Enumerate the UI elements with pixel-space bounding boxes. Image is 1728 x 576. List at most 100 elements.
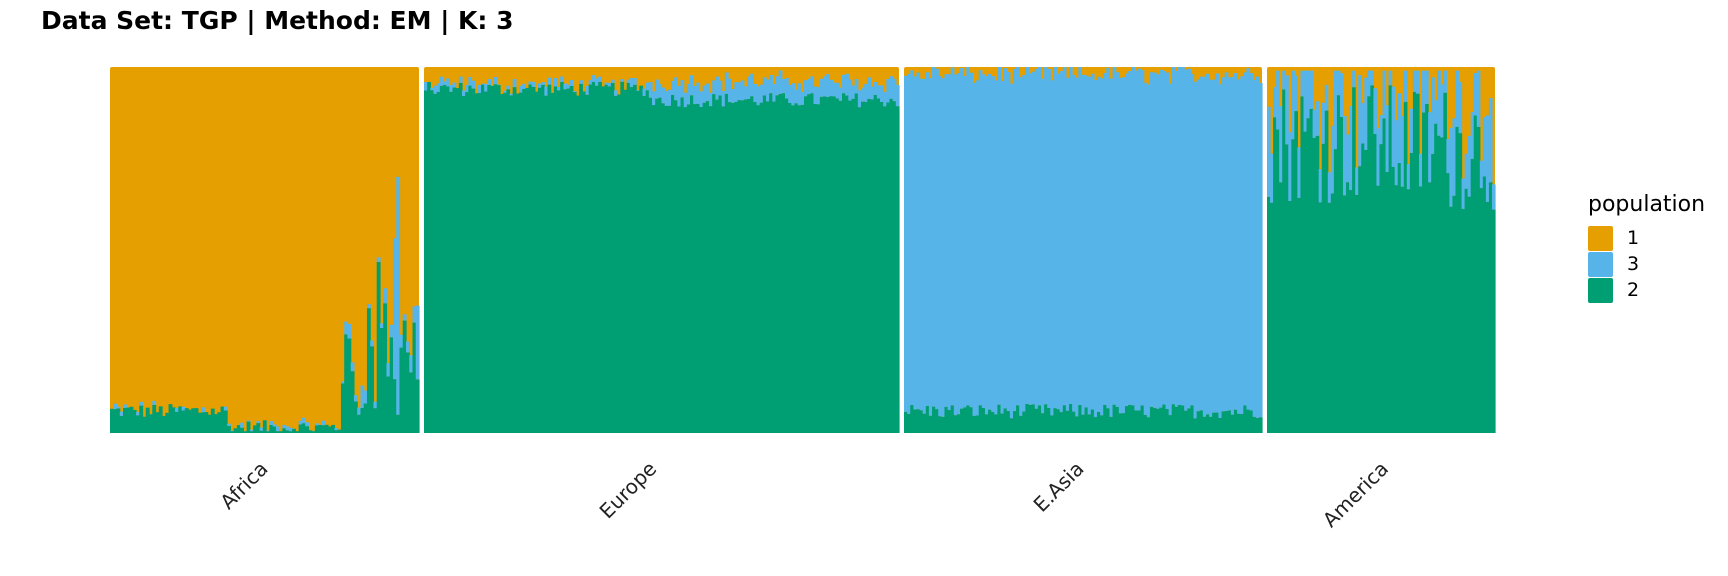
bar-comp2 [1078,405,1083,433]
bar-comp2 [370,346,375,433]
bar-comp2 [674,100,678,433]
x-tick-label: America [1318,457,1393,532]
bar-comp2 [132,409,137,433]
bar-comp3 [399,334,404,348]
bar-comp3 [1075,77,1079,417]
bar-comp2 [854,93,859,434]
bar-comp3 [1422,70,1426,113]
bar-comp3 [944,74,949,407]
bar-comp2 [1137,410,1142,433]
bar-comp3 [772,84,777,102]
bar-comp2 [1476,126,1481,433]
bar-comp2 [626,82,631,434]
bar-comp2 [1050,415,1055,433]
bar-comp2 [340,383,345,433]
bar-comp3 [913,76,918,410]
bar-comp2 [386,376,391,433]
bar-comp2 [870,99,875,434]
bar-comp2 [1434,123,1438,433]
bar-comp3 [994,80,998,415]
bar-comp2 [379,328,384,433]
bar-comp3 [379,323,384,329]
bar-comp2 [1103,404,1107,433]
bar-comp2 [1391,166,1396,433]
bar-comp2 [572,92,577,433]
bar-comp2 [947,410,952,433]
bar-comp3 [626,79,631,83]
bar-comp2 [1059,412,1064,433]
facet-america [1267,67,1496,434]
bar-comp2 [1040,413,1045,433]
bar-comp3 [1240,76,1244,415]
bar-comp3 [1376,128,1381,186]
bar-comp3 [728,78,732,103]
bar-comp2 [1190,405,1195,433]
bar-comp2 [981,407,986,433]
bar-comp3 [889,76,894,99]
bar-comp3 [916,72,921,410]
bar-comp3 [1084,75,1089,408]
bar-comp3 [370,340,375,347]
bar-comp3 [1103,72,1107,405]
bar-comp2 [1193,418,1198,433]
bar-comp3 [1364,77,1368,150]
bar-comp2 [1019,415,1023,433]
bar-comp3 [275,426,280,432]
bar-comp3 [1016,67,1020,406]
bar-comp2 [1009,418,1014,433]
bar-comp2 [639,85,644,433]
bar-comp3 [588,79,593,85]
bar-comp2 [1303,131,1308,433]
bar-comp3 [1303,70,1308,132]
bar-comp2 [1339,117,1344,433]
bar-comp3 [458,76,463,83]
bar-comp2 [1312,137,1317,434]
bar-comp2 [1309,108,1314,433]
bar-comp3 [1400,116,1405,187]
bar-comp3 [572,91,577,93]
bar-comp2 [617,94,621,433]
bar-comp3 [152,400,157,405]
bar-comp2 [321,425,326,433]
bar-comp3 [560,76,564,83]
bar-comp2 [1034,408,1039,433]
bar-comp3 [1215,73,1220,413]
bar-comp3 [781,78,786,94]
bar-comp3 [512,79,517,88]
bar-comp3 [1321,102,1326,144]
bar-comp2 [181,410,186,433]
bar-comp3 [1458,81,1463,134]
bar-comp3 [1355,167,1359,195]
bar-comp3 [415,305,420,380]
bar-comp3 [629,78,634,88]
bar-comp2 [712,94,716,434]
bar-comp2 [766,101,770,434]
bar-comp2 [731,102,735,433]
bar-comp3 [845,73,849,96]
bar-comp3 [1370,70,1374,86]
bar-comp2 [308,430,313,433]
bar-comp2 [1187,408,1191,433]
bar-comp3 [541,82,545,85]
bar-comp3 [941,78,946,417]
bar-comp3 [978,70,983,406]
bar-comp3 [984,76,989,415]
bar-comp3 [750,73,754,97]
bar-comp3 [1425,70,1429,104]
bar-comp3 [816,87,821,105]
bar-comp2 [184,408,189,433]
bar-comp3 [919,78,924,411]
bar-comp3 [925,72,930,406]
bar-comp2 [1367,96,1371,434]
bar-comp3 [835,82,840,99]
bar-comp3 [1149,72,1154,407]
bar-comp2 [645,90,650,434]
bar-comp2 [781,93,786,433]
bar-comp3 [230,430,235,432]
bar-comp2 [1037,405,1042,433]
bar-comp3 [614,90,618,96]
bar-comp3 [1009,83,1014,419]
bar-comp2 [759,102,764,433]
facet-africa [110,67,420,433]
bar-comp3 [1187,68,1191,409]
